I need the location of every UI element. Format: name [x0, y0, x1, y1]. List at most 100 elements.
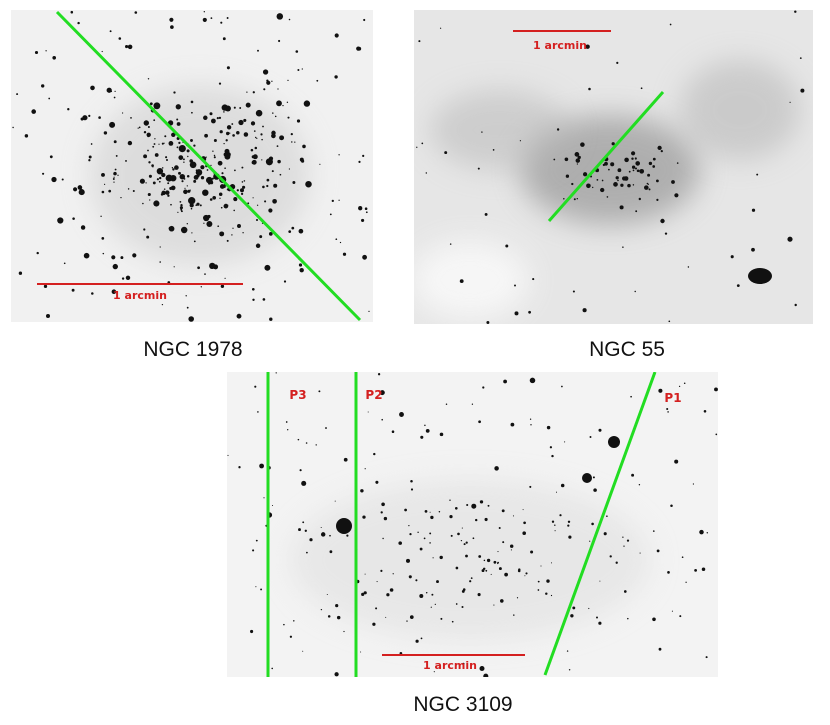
- star: [233, 209, 235, 212]
- star: [261, 138, 263, 141]
- star: [483, 673, 489, 677]
- star: [273, 183, 278, 188]
- star: [226, 125, 232, 130]
- star: [114, 168, 117, 171]
- star: [425, 429, 430, 433]
- star: [540, 565, 542, 567]
- star: [186, 175, 190, 178]
- star: [483, 559, 486, 562]
- star: [615, 176, 619, 180]
- star: [257, 49, 259, 52]
- star: [271, 667, 274, 670]
- star: [190, 207, 193, 210]
- star: [165, 174, 173, 182]
- star: [134, 11, 138, 14]
- star: [343, 457, 348, 462]
- star: [262, 125, 264, 128]
- star: [573, 198, 576, 201]
- star: [106, 87, 112, 93]
- star: [259, 463, 264, 469]
- star: [532, 278, 535, 281]
- star: [239, 188, 245, 193]
- star: [405, 558, 411, 563]
- star: [475, 518, 478, 522]
- star: [206, 221, 213, 227]
- star: [461, 527, 463, 529]
- star: [103, 131, 108, 135]
- star: [589, 436, 592, 438]
- star: [477, 167, 480, 170]
- star: [226, 239, 229, 242]
- star: [236, 189, 239, 192]
- star: [420, 637, 423, 640]
- star: [674, 459, 679, 464]
- star: [159, 246, 161, 248]
- star: [391, 430, 395, 433]
- star: [252, 91, 255, 94]
- star: [505, 244, 509, 248]
- star: [553, 158, 556, 161]
- star: [674, 193, 679, 198]
- star: [529, 485, 532, 488]
- star: [714, 387, 718, 392]
- star: [305, 442, 308, 444]
- star: [551, 454, 554, 458]
- star: [537, 580, 540, 583]
- star: [320, 532, 326, 537]
- star: [335, 238, 338, 241]
- star: [88, 159, 91, 162]
- star: [512, 515, 515, 517]
- star: [176, 118, 179, 121]
- star: [178, 141, 181, 145]
- star: [255, 218, 259, 222]
- star: [229, 132, 231, 134]
- star: [570, 614, 574, 618]
- star: [113, 176, 115, 178]
- star: [195, 169, 203, 176]
- star: [254, 146, 258, 150]
- star: [190, 139, 193, 142]
- star: [497, 563, 499, 565]
- star: [638, 484, 641, 486]
- star: [210, 17, 213, 19]
- star: [431, 593, 434, 596]
- star: [169, 186, 173, 190]
- caption: NGC 3109: [413, 693, 512, 716]
- star: [634, 167, 638, 170]
- star: [186, 149, 190, 153]
- star: [320, 608, 323, 611]
- star: [153, 119, 156, 122]
- star: [178, 171, 181, 175]
- star: [113, 140, 117, 144]
- star: [617, 168, 622, 173]
- star: [423, 537, 426, 540]
- star: [664, 232, 668, 235]
- star: [794, 303, 797, 307]
- star: [303, 100, 311, 107]
- star: [113, 96, 116, 99]
- star: [268, 232, 273, 236]
- star: [335, 604, 339, 608]
- star: [361, 592, 365, 596]
- star: [221, 172, 224, 175]
- star: [298, 263, 303, 267]
- caption: NGC 55: [589, 338, 665, 361]
- slit-line: [547, 91, 665, 222]
- star: [179, 200, 182, 203]
- star: [143, 154, 148, 159]
- star: [272, 198, 277, 204]
- star: [329, 213, 332, 216]
- star: [457, 532, 460, 536]
- star: [301, 68, 303, 70]
- star: [630, 395, 632, 398]
- star: [601, 179, 604, 182]
- star: [589, 540, 591, 542]
- star: [703, 410, 707, 413]
- star: [178, 155, 184, 160]
- star: [326, 593, 328, 596]
- star: [226, 66, 230, 70]
- star: [222, 37, 226, 41]
- star: [524, 575, 526, 577]
- star: [517, 569, 521, 573]
- star: [503, 379, 507, 384]
